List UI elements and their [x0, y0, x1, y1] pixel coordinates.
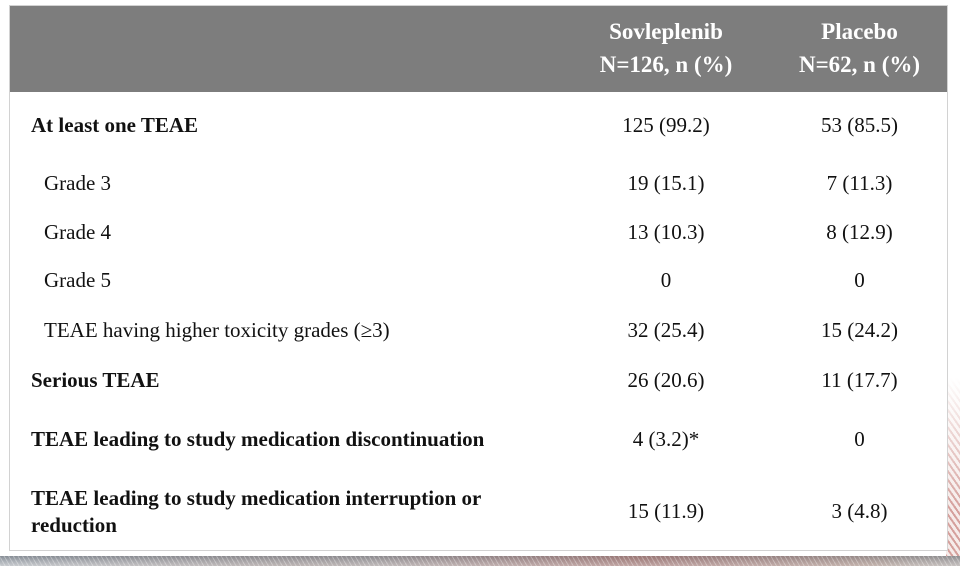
placebo-value: 7 (11.3): [826, 171, 893, 196]
placebo-value: 3 (4.8): [831, 499, 888, 524]
header-placebo-n: N=62, n (%): [798, 52, 921, 77]
sovleplenib-value: 15 (11.9): [627, 499, 705, 524]
sovleplenib-value: 19 (15.1): [627, 171, 705, 196]
placebo-value: 0: [854, 268, 865, 293]
teae-summary-table: Sovleplenib N=126, n (%) Placebo N=62, n…: [9, 5, 948, 551]
header-sovleplenib-name: Sovleplenib: [609, 19, 723, 45]
header-col-placebo: Placebo N=62, n (%): [772, 16, 947, 81]
row-label: Grade 3: [44, 171, 112, 196]
placebo-value: 11 (17.7): [821, 367, 898, 392]
table-row: TEAE leading to study medication discont…: [10, 405, 947, 474]
table-row: TEAE having higher toxicity grades (≥3) …: [10, 305, 947, 356]
placebo-value: 8 (12.9): [826, 220, 893, 245]
row-label: At least one TEAE: [31, 112, 199, 137]
row-label: Grade 4: [44, 220, 112, 245]
sovleplenib-value: 125 (99.2): [622, 112, 710, 137]
table-row: Grade 3 19 (15.1) 7 (11.3): [10, 159, 947, 209]
placebo-value: 53 (85.5): [821, 112, 898, 137]
row-label: Serious TEAE: [31, 367, 160, 392]
table-header-row: Sovleplenib N=126, n (%) Placebo N=62, n…: [10, 6, 947, 92]
row-label: TEAE leading to study medication discont…: [31, 426, 485, 451]
table-row: Grade 5 0 0: [10, 257, 947, 305]
row-label: TEAE leading to study medication interru…: [31, 485, 481, 537]
table-row: Grade 4 13 (10.3) 8 (12.9): [10, 209, 947, 257]
sovleplenib-value: 0: [660, 268, 672, 293]
sovleplenib-value: 13 (10.3): [627, 220, 705, 245]
table-row: TEAE leading to study medication interru…: [10, 474, 947, 550]
header-sovleplenib-n: N=126, n (%): [599, 52, 733, 77]
background-bottom-band-decoration: [0, 556, 960, 566]
placebo-value: 15 (24.2): [821, 317, 898, 342]
row-label: TEAE having higher toxicity grades (≥3): [44, 317, 390, 342]
header-col-sovleplenib: Sovleplenib N=126, n (%): [560, 16, 772, 81]
header-placebo-name: Placebo: [821, 19, 898, 45]
row-label: Grade 5: [44, 268, 112, 293]
sovleplenib-value: 4 (3.2)*: [632, 426, 700, 451]
table-row: Serious TEAE 26 (20.6) 11 (17.7): [10, 356, 947, 405]
background-hatch-decoration: [946, 378, 960, 566]
table-body: At least one TEAE 125 (99.2) 53 (85.5) G…: [10, 92, 947, 550]
table-row: At least one TEAE 125 (99.2) 53 (85.5): [10, 92, 947, 159]
sovleplenib-value: 26 (20.6): [627, 367, 705, 392]
placebo-value: 0: [854, 426, 865, 451]
sovleplenib-value: 32 (25.4): [627, 317, 705, 342]
